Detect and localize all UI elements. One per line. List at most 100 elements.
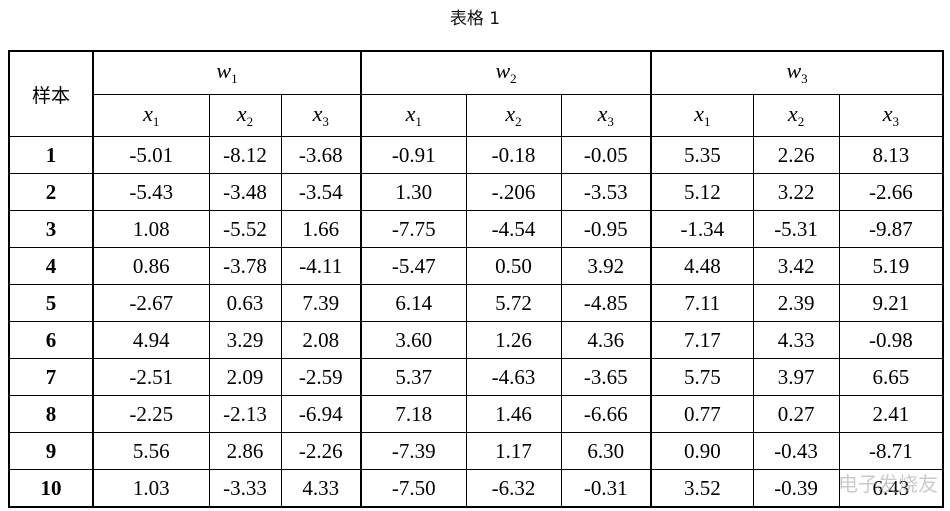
- row-label: 3: [8, 210, 94, 248]
- data-row: 3 1.08 -5.52 1.66 -7.75 -4.54 -0.95 -1.34 -5.31-…: [8, 210, 944, 248]
- column-header: x3: [838, 94, 944, 137]
- cell: 3.29: [208, 321, 282, 359]
- cell: 3.22: [752, 173, 840, 211]
- cell: 9.21: [838, 284, 944, 322]
- cell: -4.85: [560, 284, 652, 322]
- symbol: x: [405, 100, 416, 126]
- cell: -4.54: [465, 210, 562, 248]
- cell: -3.33: [208, 469, 282, 508]
- cell: -9.87: [838, 210, 944, 248]
- subscript: 3: [607, 114, 614, 130]
- cell: -0.43: [752, 432, 840, 470]
- cell: 5.12: [650, 173, 754, 211]
- cell: 2.09: [208, 358, 282, 396]
- subscript: 2: [246, 114, 254, 130]
- data-table: 样本 w1 w2 w3 x1 x2 x3 x1 x2 x3 x1 x2 x3 1 -5.01 -8.12 -3.…: [8, 50, 945, 508]
- cell: 1.17: [465, 432, 562, 470]
- cell: 1.03: [92, 469, 210, 508]
- subscript: 2: [797, 114, 805, 130]
- symbol: x: [882, 100, 893, 126]
- cell: -0.18: [465, 136, 562, 174]
- cell: 2.86: [208, 432, 282, 470]
- cell: -0.05: [560, 136, 652, 174]
- cell: -8.71: [838, 432, 944, 470]
- data-row: 1 -5.01 -8.12 -3.68 -0.91 -0.18 -0.05 5.35 2.26 8…: [8, 136, 944, 174]
- cell: -2.51: [92, 358, 210, 396]
- cell: 2.41: [838, 395, 944, 433]
- cell: -8.12: [208, 136, 282, 174]
- cell: 0.77: [650, 395, 754, 433]
- cell: 7.18: [360, 395, 467, 433]
- cell: 4.33: [280, 469, 362, 508]
- column-header: x1: [360, 94, 467, 137]
- cell: 3.60: [360, 321, 467, 359]
- cell: 5.19: [838, 247, 944, 285]
- cell: -2.59: [280, 358, 362, 396]
- symbol: x: [694, 100, 704, 126]
- data-row: 10 1.03 -3.33 4.33 -7.50 -6.32 -0.31 3.52 -0.39 6…: [8, 469, 944, 508]
- cell: 1.26: [465, 321, 562, 359]
- cell: 0.50: [465, 247, 562, 285]
- symbol: w: [495, 58, 511, 84]
- cell: -7.50: [360, 469, 467, 508]
- cell: -2.66: [838, 173, 944, 211]
- column-header: x2: [752, 94, 840, 137]
- corner-cell: 样本: [8, 50, 94, 137]
- cell: -3.65: [560, 358, 652, 396]
- cell: 6.65: [838, 358, 944, 396]
- row-label: 10: [8, 469, 94, 508]
- cell: 2.26: [752, 136, 840, 174]
- cell: 4.48: [650, 247, 754, 285]
- data-row: 2 -5.43 -3.48 -3.54 1.30 -.206 -3.53 5.12 3.22 -2…: [8, 173, 944, 211]
- subscript: 2: [515, 114, 522, 130]
- cell: -3.54: [280, 173, 362, 211]
- cell: 5.72: [465, 284, 562, 322]
- cell: -5.43: [92, 173, 210, 211]
- cell: 4.36: [560, 321, 652, 359]
- row-label: 9: [8, 432, 94, 470]
- subscript: 2: [510, 71, 517, 87]
- watermark: 电子发烧友: [838, 472, 938, 496]
- cell: 5.56: [92, 432, 210, 470]
- cell: 5.75: [650, 358, 754, 396]
- row-label: 7: [8, 358, 94, 396]
- symbol: x: [787, 100, 798, 126]
- cell: 6.14: [360, 284, 467, 322]
- subscript: 1: [152, 114, 160, 130]
- cell: -5.01: [92, 136, 210, 174]
- cell: -5.31: [752, 210, 840, 248]
- symbol: x: [597, 100, 608, 126]
- group-header: w2: [360, 50, 652, 95]
- cell: 7.39: [280, 284, 362, 322]
- cell: 7.11: [650, 284, 754, 322]
- header-row: 样本 w1 w2 w3: [8, 50, 944, 137]
- cell: 5.37: [360, 358, 467, 396]
- cell: -3.53: [560, 173, 652, 211]
- column-header: x3: [280, 94, 362, 137]
- cell: -0.95: [560, 210, 652, 248]
- cell: 3.52: [650, 469, 754, 508]
- row-label: 4: [8, 247, 94, 285]
- symbol: x: [236, 100, 247, 126]
- cell: -2.25: [92, 395, 210, 433]
- row-label: 5: [8, 284, 94, 322]
- cell: 0.90: [650, 432, 754, 470]
- symbol: w: [786, 58, 802, 84]
- subscript: 1: [415, 114, 422, 130]
- cell: -3.68: [280, 136, 362, 174]
- cell: -6.32: [465, 469, 562, 508]
- group-header: w3: [650, 50, 944, 95]
- subscript: 1: [703, 114, 711, 130]
- symbol: w: [216, 58, 232, 84]
- cell: -0.98: [838, 321, 944, 359]
- row-label: 1: [8, 136, 94, 174]
- column-header: x2: [465, 94, 562, 137]
- cell: -.206: [465, 173, 562, 211]
- column-header: x1: [650, 94, 754, 137]
- cell: 5.35: [650, 136, 754, 174]
- row-label: 2: [8, 173, 94, 211]
- cell: -7.39: [360, 432, 467, 470]
- cell: 0.86: [92, 247, 210, 285]
- cell: -7.75: [360, 210, 467, 248]
- row-label: 8: [8, 395, 94, 433]
